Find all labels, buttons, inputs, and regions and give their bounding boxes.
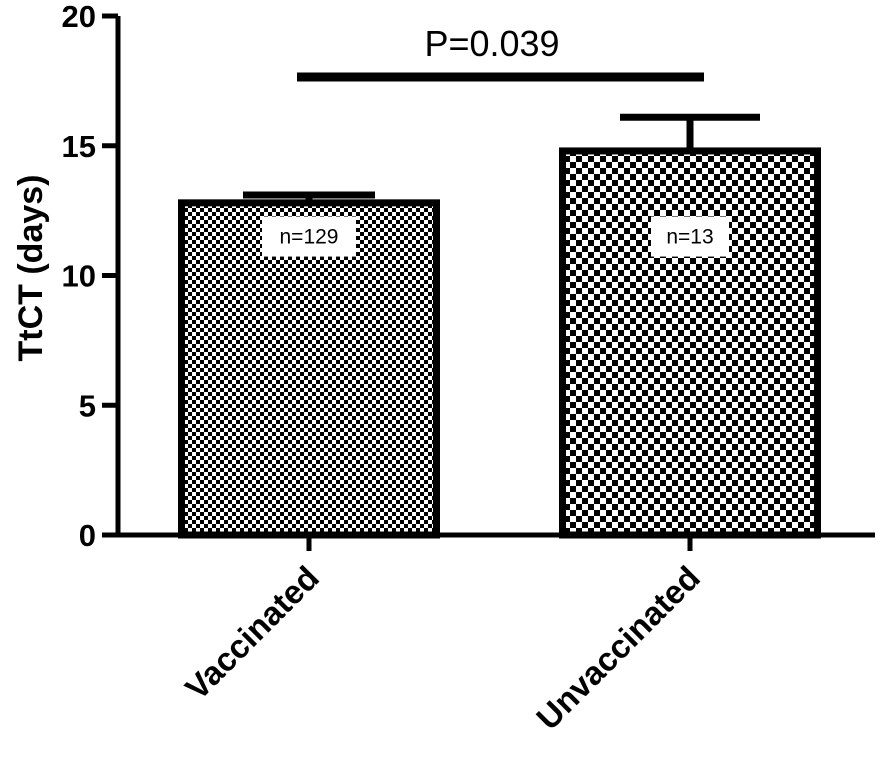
- x-tick-label: Vaccinated: [178, 559, 326, 707]
- sample-size-box: [651, 216, 729, 257]
- sample-size-box: [262, 216, 356, 257]
- y-tick-label: 15: [62, 129, 96, 164]
- y-tick-label: 0: [79, 518, 96, 553]
- bar-unvaccinated: [559, 147, 821, 539]
- y-tick-label: 10: [62, 259, 96, 294]
- y-axis-title: TtCT (days): [12, 175, 50, 362]
- sample-size-label: n=129: [280, 226, 339, 249]
- y-ticks-group: 0 5 10 15 20: [62, 0, 118, 553]
- y-tick-label: 20: [62, 0, 96, 34]
- error-bars-group: [243, 113, 760, 203]
- x-tick-label: Unvaccinated: [529, 559, 707, 737]
- bars-group: [178, 147, 821, 539]
- y-tick-label: 5: [79, 388, 96, 423]
- sample-size-labels-group: n=129 n=13: [262, 216, 729, 257]
- sample-size-label: n=13: [666, 226, 713, 249]
- p-value-annotation: P=0.039: [424, 23, 559, 64]
- bar-vaccinated: [178, 199, 440, 539]
- x-ticks-group: Vaccinated Unvaccinated: [178, 535, 707, 737]
